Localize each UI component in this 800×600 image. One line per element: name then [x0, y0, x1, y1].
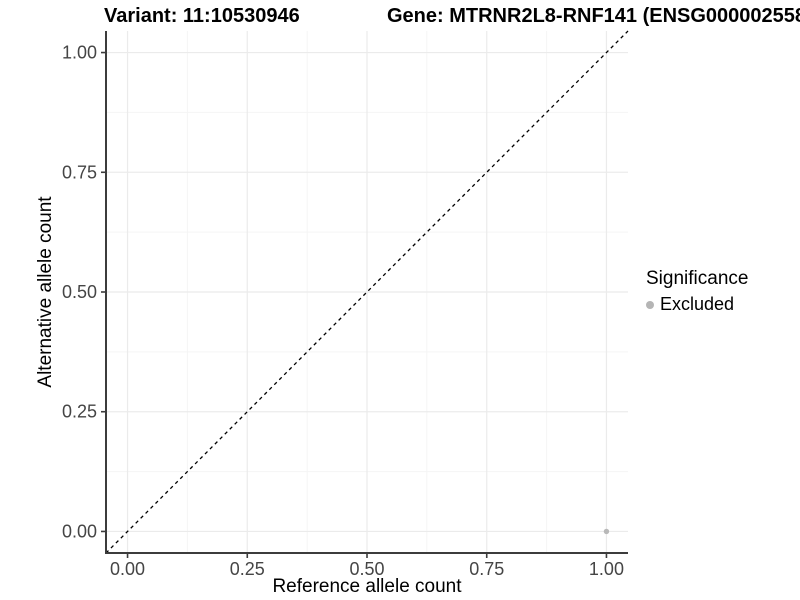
x-axis-title: Reference allele count: [272, 576, 462, 597]
legend-item-excluded: Excluded: [646, 294, 748, 315]
data-point: [603, 528, 610, 535]
legend-point-icon: [646, 300, 654, 309]
y-tick-label: 0.00: [62, 521, 97, 541]
legend: Significance Excluded: [646, 268, 748, 315]
y-tick-label: 0.75: [62, 162, 97, 182]
plot-title-gene: Gene: MTRNR2L8-RNF141 (ENSG000002558: [387, 5, 800, 27]
x-tick-label: 0.25: [230, 559, 265, 579]
legend-item-label: Excluded: [660, 294, 735, 314]
y-tick-label: 0.25: [62, 402, 97, 422]
x-tick-label: 0.00: [110, 559, 145, 579]
x-tick-label: 0.75: [469, 559, 504, 579]
y-axis-title: Alternative allele count: [35, 196, 56, 388]
y-tick-label: 0.50: [62, 282, 97, 302]
x-tick-label: 0.50: [349, 559, 384, 579]
y-tick-label: 1.00: [62, 43, 97, 63]
plot-title-variant: Variant: 11:10530946: [104, 5, 300, 27]
x-tick-label: 1.00: [589, 559, 624, 579]
legend-title: Significance: [646, 268, 749, 289]
